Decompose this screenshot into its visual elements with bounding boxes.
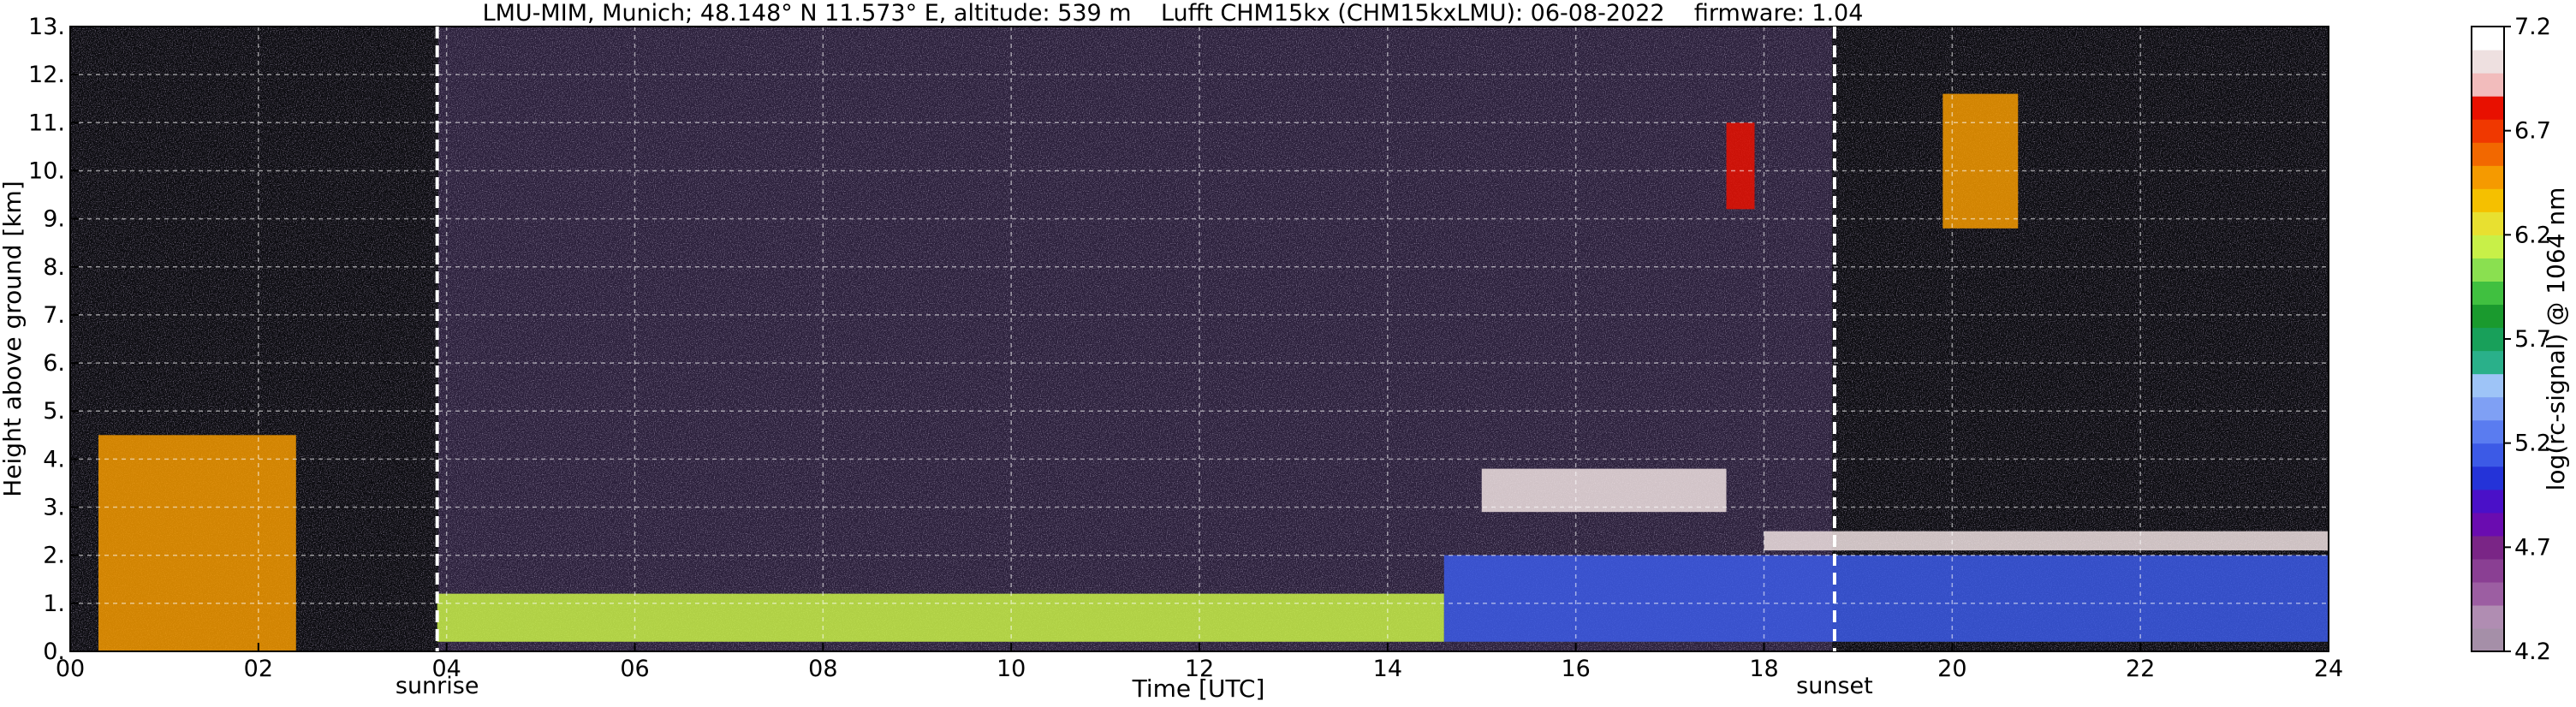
x-tick-label: 02 — [244, 656, 273, 682]
colorbar-segment — [2472, 73, 2504, 97]
x-tick-label: 04 — [431, 656, 461, 682]
x-tick-label: 16 — [1561, 656, 1590, 682]
colorbar-segment — [2472, 489, 2504, 514]
x-axis-label: Time [UTC] — [1132, 674, 1265, 703]
colorbar-tick-label: 6.7 — [2514, 118, 2551, 145]
colorbar-label: log(rc-signal) @ 1064 nm — [2542, 187, 2570, 491]
x-tick-label: 24 — [2314, 656, 2343, 682]
y-tick-label: 11. — [28, 110, 65, 136]
colorbar-tick-label: 5.2 — [2514, 431, 2551, 457]
colorbar-segment — [2472, 235, 2504, 258]
x-tick-label: 08 — [808, 656, 837, 682]
y-tick-label: 5. — [43, 398, 65, 425]
colorbar-segment — [2472, 165, 2504, 189]
colorbar-segment — [2472, 396, 2504, 421]
y-tick-label: 9. — [43, 206, 65, 233]
chart-title: LMU-MIM, Munich; 48.148° N 11.573° E, al… — [483, 0, 1864, 27]
colorbar-frame — [2471, 26, 2505, 652]
y-tick-label: 3. — [43, 495, 65, 521]
plot-area — [70, 27, 2329, 651]
feature-region — [1764, 531, 2329, 551]
x-tick-label: 06 — [620, 656, 649, 682]
colorbar-segment — [2472, 627, 2504, 652]
x-tick-label: 20 — [1937, 656, 1966, 682]
colorbar-segment — [2472, 443, 2504, 467]
y-axis-label: Height above ground [km] — [0, 181, 27, 497]
colorbar-segment — [2472, 211, 2504, 235]
x-tick-label: 18 — [1749, 656, 1778, 682]
feature-region — [1942, 93, 2019, 229]
y-tick-label: 2. — [43, 543, 65, 569]
colorbar-segment — [2472, 281, 2504, 306]
colorbar-tick-label: 6.2 — [2514, 222, 2551, 248]
x-tick-label: 00 — [56, 656, 85, 682]
x-tick-label: 10 — [996, 656, 1026, 682]
sunrise-label: sunrise — [396, 673, 479, 699]
y-tick-label: 10. — [28, 157, 65, 184]
feature-region — [1726, 122, 1755, 210]
x-tick-label: 22 — [2126, 656, 2155, 682]
y-tick-label: 6. — [43, 350, 65, 377]
colorbar-segment — [2472, 304, 2504, 329]
colorbar-segment — [2472, 142, 2504, 166]
feature-region — [1481, 468, 1727, 513]
feature-region — [98, 435, 296, 651]
colorbar-segment — [2472, 96, 2504, 120]
colorbar-segment — [2472, 535, 2504, 560]
colorbar-tick-label: 5.7 — [2514, 326, 2551, 353]
colorbar-segment — [2472, 50, 2504, 74]
colorbar-segment — [2472, 188, 2504, 212]
colorbar-segment — [2472, 27, 2504, 50]
y-tick-label: 1. — [43, 591, 65, 617]
y-tick-label: 7. — [43, 302, 65, 329]
y-tick-label: 0. — [43, 639, 65, 665]
colorbar-segment — [2472, 604, 2504, 629]
colorbar-segment — [2472, 119, 2504, 143]
colorbar-tick-label: 7.2 — [2514, 14, 2551, 40]
colorbar-segment — [2472, 350, 2504, 375]
colorbar-segment — [2472, 512, 2504, 537]
colorbar-segment — [2472, 419, 2504, 444]
colorbar-tick-label: 4.2 — [2514, 639, 2551, 665]
y-tick-label: 8. — [43, 254, 65, 281]
colorbar-segment — [2472, 466, 2504, 490]
y-tick-label: 4. — [43, 446, 65, 472]
y-tick-label: 12. — [28, 62, 65, 88]
colorbar-tick-label: 4.7 — [2514, 534, 2551, 561]
x-tick-label: 12 — [1185, 656, 1214, 682]
colorbar-segment — [2472, 327, 2504, 352]
y-tick-label: 13. — [28, 14, 65, 40]
colorbar-segment — [2472, 558, 2504, 583]
feature-region — [1443, 555, 2329, 642]
feature-region — [437, 593, 1444, 642]
colorbar-segment — [2472, 373, 2504, 398]
colorbar-segment — [2472, 581, 2504, 606]
colorbar-segment — [2472, 258, 2504, 282]
x-tick-label: 14 — [1373, 656, 1402, 682]
sunset-label: sunset — [1796, 673, 1873, 699]
